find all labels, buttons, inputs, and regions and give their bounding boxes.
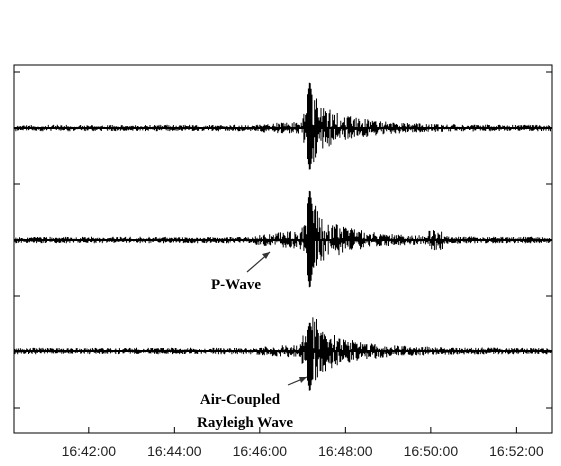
- x-axis-ticks: 16:42:00 16:44:00 16:46:00 16:48:00 16:50:00…: [62, 427, 544, 459]
- annotations: P-Wave Air-Coupled Rayleigh Wave: [197, 251, 308, 431]
- x-tick-label: 16:46:00: [233, 443, 288, 459]
- p-wave-arrowhead: [262, 252, 270, 259]
- x-tick-label: 16:42:00: [62, 443, 117, 459]
- annotation-p-wave: P-Wave: [211, 277, 261, 293]
- seismogram-trace-3: [14, 317, 551, 391]
- x-tick-label: 16:52:00: [489, 443, 544, 459]
- x-tick-label: 16:48:00: [318, 443, 373, 459]
- seismogram-trace-1: [14, 82, 551, 170]
- annotation-rayleigh-wave: Rayleigh Wave: [197, 415, 293, 431]
- seismogram-traces: [14, 82, 552, 391]
- annotation-air-coupled: Air-Coupled: [200, 392, 281, 408]
- rayleigh-arrowhead: [299, 377, 307, 383]
- plot-frame: [13, 64, 553, 434]
- x-tick-label: 16:50:00: [404, 443, 459, 459]
- x-tick-label: 16:44:00: [147, 443, 202, 459]
